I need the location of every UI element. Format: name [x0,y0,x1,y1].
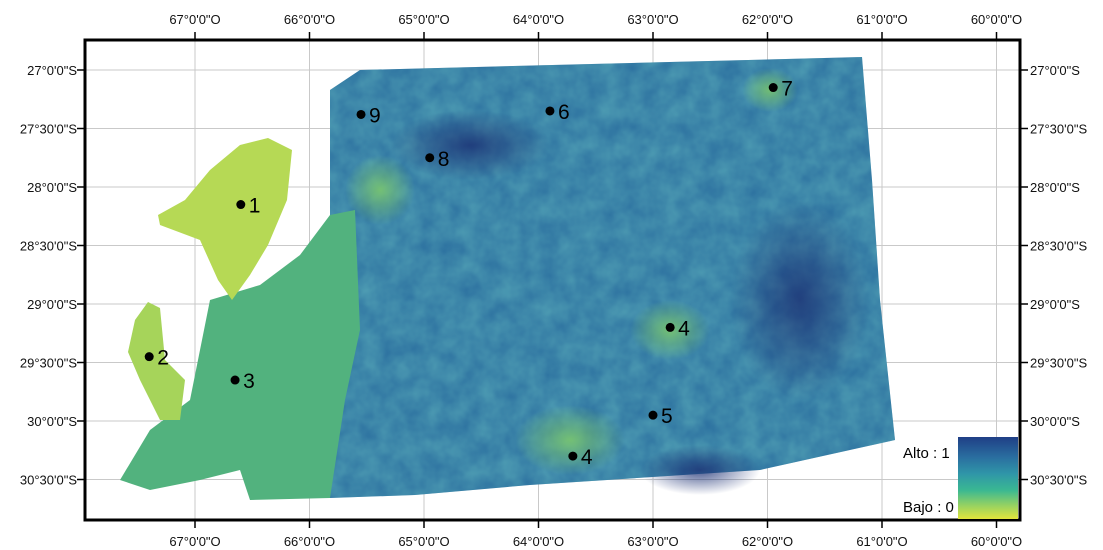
sample-point-marker [545,106,555,116]
sample-point-marker [356,109,366,119]
lat-label-left: 30°0'0"S [27,414,77,429]
lon-label-bottom: 66°0'0"O [284,534,335,549]
sample-point-marker [648,410,658,420]
sample-point-label: 6 [558,101,570,124]
sample-point-marker [236,200,246,210]
lon-label-bottom: 65°0'0"O [398,534,449,549]
lon-label-bottom: 62°0'0"O [742,534,793,549]
legend-high-label: Alto : 1 [903,445,950,462]
lat-label-left: 30°30'0"S [20,473,77,488]
lat-label-right: 29°30'0"S [1030,356,1087,371]
legend: Alto : 1 Bajo : 0 [903,437,1018,519]
lon-label-top: 62°0'0"O [742,12,793,27]
highlight-point4b [515,405,625,475]
raster-west-strip [128,302,185,420]
lon-label-top: 66°0'0"O [284,12,335,27]
lon-label-top: 65°0'0"O [398,12,449,27]
sample-point-label: 4 [581,446,593,469]
ndvi-raster [120,57,895,500]
sample-point-label: 2 [157,347,169,370]
latitude-ticks: 27°0'0"S 27°0'0"S 27°30'0"S 27°30'0"S 28°0'0… [20,63,1088,488]
lon-label-top: 60°0'0"O [971,12,1022,27]
dark-patch-north [390,110,550,180]
dark-patch-east [730,200,870,400]
longitude-ticks: 67°0'0"O 67°0'0"O 66°0'0"O 66°0'0"O 65°0'0"O… [169,12,1022,549]
lat-label-right: 29°0'0"S [1030,297,1080,312]
sample-point-label: 1 [249,195,261,218]
lat-label-left: 29°30'0"S [20,356,77,371]
raster-west-lowland [120,210,360,500]
sample-point-marker [665,322,675,332]
lon-label-top: 64°0'0"O [513,12,564,27]
lon-label-top: 63°0'0"O [627,12,678,27]
sample-point-marker [568,451,578,461]
legend-colorbar [958,437,1018,519]
highlight-west [345,155,415,225]
raster-nw-plateau [158,138,292,300]
lat-label-left: 28°0'0"S [27,180,77,195]
lat-label-right: 28°30'0"S [1030,239,1087,254]
lon-label-bottom: 67°0'0"O [169,534,220,549]
dark-patch-south [640,445,760,495]
lon-label-bottom: 64°0'0"O [513,534,564,549]
lat-label-right: 27°30'0"S [1030,122,1087,137]
sample-point-label: 7 [781,78,793,101]
sample-point-label: 8 [438,148,450,171]
map-frame [83,38,1022,522]
sample-point-label: 9 [369,104,381,127]
lon-label-bottom: 61°0'0"O [856,534,907,549]
lat-label-right: 30°0'0"S [1030,414,1080,429]
lat-label-right: 28°0'0"S [1030,180,1080,195]
lon-label-top: 67°0'0"O [169,12,220,27]
lon-label-bottom: 60°0'0"O [971,534,1022,549]
lat-label-right: 27°0'0"S [1030,63,1080,78]
legend-low-label: Bajo : 0 [903,499,954,516]
sample-point-marker [425,153,435,163]
lat-label-left: 27°0'0"S [27,63,77,78]
lat-label-right: 30°30'0"S [1030,473,1087,488]
sample-point-label: 4 [678,317,690,340]
sample-points: 1 2 3 4 5 4 6 7 8 9 [144,78,793,469]
lat-label-left: 28°30'0"S [20,239,77,254]
lon-label-bottom: 63°0'0"O [627,534,678,549]
sample-point-label: 3 [243,370,255,393]
sample-point-label: 5 [661,405,673,428]
lon-label-top: 61°0'0"O [856,12,907,27]
lat-label-left: 27°30'0"S [20,122,77,137]
sample-point-marker [230,375,240,385]
sample-point-marker [768,83,778,93]
sample-point-marker [144,352,154,362]
lat-label-left: 29°0'0"S [27,297,77,312]
